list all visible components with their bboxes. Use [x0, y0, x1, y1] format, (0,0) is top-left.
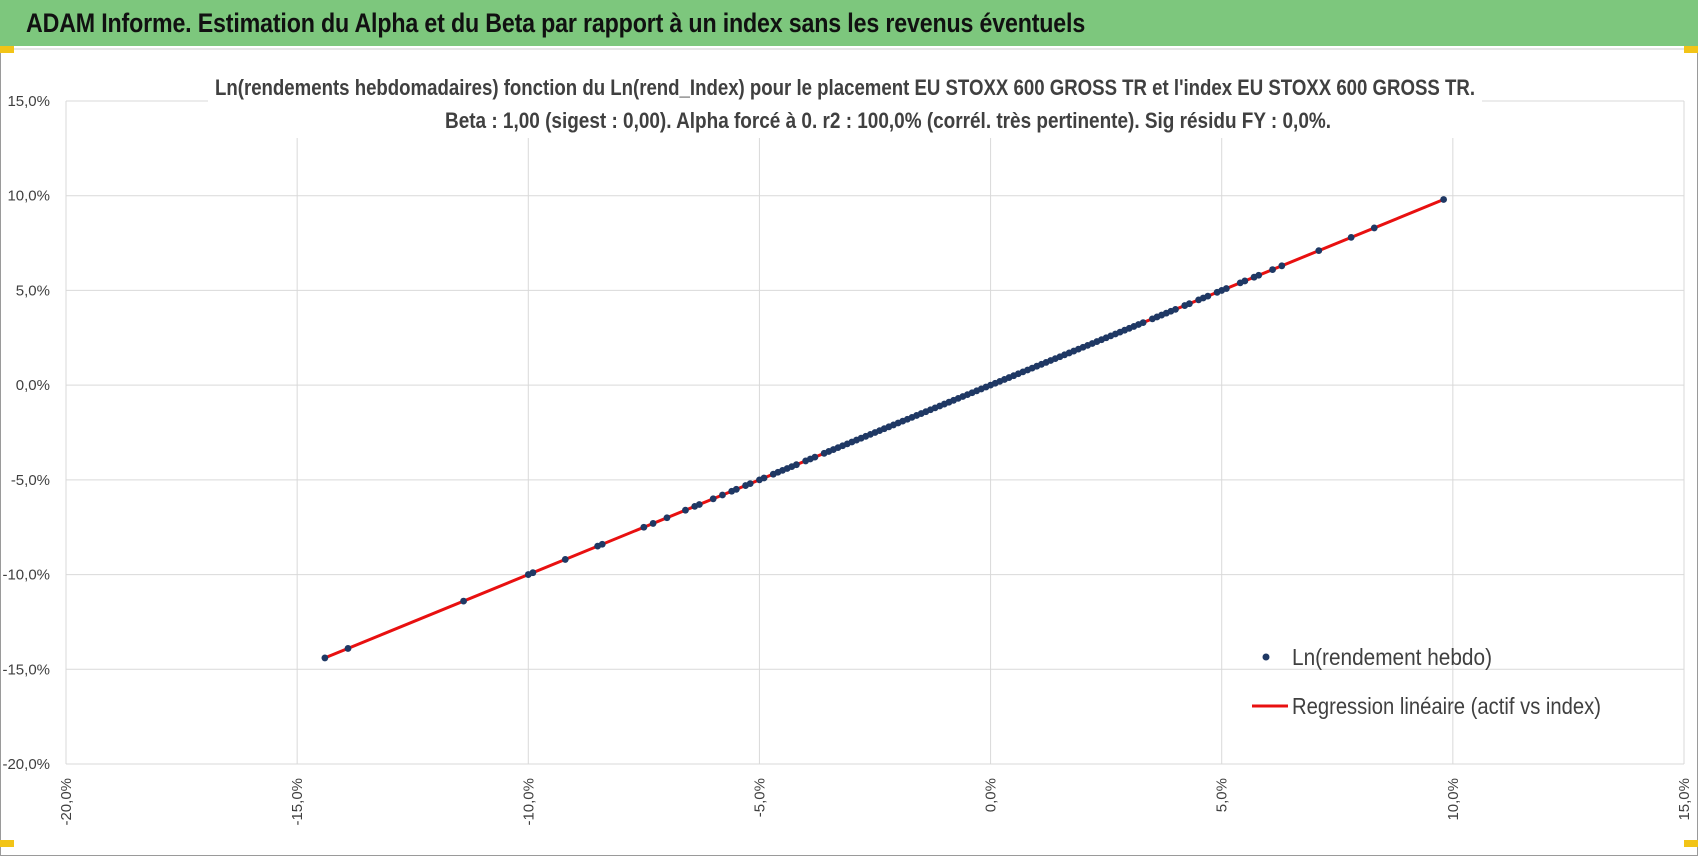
- corner-mark-top-right: [1684, 46, 1698, 53]
- legend-label-points: Ln(rendement hebdo): [1292, 644, 1492, 670]
- data-point: [321, 654, 329, 662]
- data-point: [732, 485, 740, 493]
- grid-lines: [65, 100, 1685, 765]
- data-point: [640, 523, 648, 531]
- x-tick-label: 5,0%: [1214, 778, 1231, 812]
- legend: Ln(rendement hebdo) Regression linéaire …: [1252, 644, 1601, 719]
- data-point: [1139, 319, 1147, 327]
- title-background: [208, 68, 1482, 138]
- x-tick-label: 15,0%: [1676, 778, 1693, 821]
- x-tick-label: -15,0%: [289, 778, 306, 826]
- y-tick-label: 0,0%: [16, 377, 50, 394]
- data-point: [811, 453, 819, 461]
- data-point: [709, 495, 717, 503]
- data-point: [760, 474, 768, 482]
- data-point: [695, 501, 703, 508]
- data-point: [1440, 196, 1448, 203]
- data-point: [598, 540, 606, 548]
- header-divider: [10, 48, 1688, 50]
- y-tick-label: 5,0%: [16, 282, 50, 299]
- x-tick-label: 10,0%: [1445, 778, 1462, 821]
- corner-mark-bottom-left: [0, 840, 14, 847]
- data-point: [529, 569, 537, 577]
- data-point: [1269, 266, 1276, 273]
- chart-title-line-1: Ln(rendements hebdomadaires) fonction du…: [215, 75, 1475, 100]
- y-tick-label: 10,0%: [7, 188, 50, 205]
- y-tick-label: -5,0%: [11, 472, 50, 489]
- data-point: [719, 491, 726, 499]
- y-tick-label: -10,0%: [2, 567, 50, 584]
- y-tick-label: 15,0%: [7, 93, 50, 110]
- data-point: [1315, 247, 1323, 255]
- data-point: [344, 645, 352, 652]
- data-point: [1370, 224, 1378, 232]
- data-point: [663, 514, 671, 522]
- x-tick-label: 0,0%: [983, 778, 1000, 812]
- legend-marker-points: [1262, 653, 1270, 661]
- data-point: [561, 556, 569, 563]
- data-point: [649, 520, 657, 527]
- data-point: [1172, 305, 1179, 313]
- data-points-layer: [321, 196, 1448, 662]
- data-point: [460, 597, 467, 605]
- legend-label-regression: Regression linéaire (actif vs index): [1292, 693, 1601, 719]
- x-tick-label: -20,0%: [58, 778, 75, 826]
- y-tick-label: -20,0%: [2, 756, 50, 773]
- data-point: [793, 461, 800, 469]
- data-point: [1278, 262, 1286, 270]
- data-point: [1255, 271, 1263, 279]
- report-title: ADAM Informe. Estimation du Alpha et du …: [26, 8, 1086, 38]
- data-point: [746, 480, 754, 488]
- corner-mark-bottom-right: [1684, 840, 1698, 847]
- x-tick-label: -10,0%: [520, 778, 537, 826]
- data-point: [1241, 277, 1249, 285]
- data-point: [1185, 300, 1193, 308]
- data-point: [1347, 233, 1355, 241]
- y-tick-label: -15,0%: [2, 661, 50, 678]
- x-tick-label: -5,0%: [751, 778, 768, 817]
- corner-mark-top-left: [0, 46, 14, 53]
- y-axis-tick-labels: -20,0% -15,0% -10,0% -5,0% 0,0% 5,0% 10,0% 15,0…: [2, 93, 50, 773]
- data-point: [682, 506, 689, 514]
- report-header: ADAM Informe. Estimation du Alpha et du …: [0, 0, 1698, 46]
- x-axis-tick-labels: -20,0% -15,0% -10,0% -5,0% 0,0% 5,0% 10,0% 15,0…: [58, 778, 1693, 826]
- data-point: [1204, 292, 1212, 300]
- chart-title-line-2: Beta : 1,00 (sigest : 0,00). Alpha forcé…: [445, 108, 1331, 133]
- data-point: [1222, 285, 1230, 292]
